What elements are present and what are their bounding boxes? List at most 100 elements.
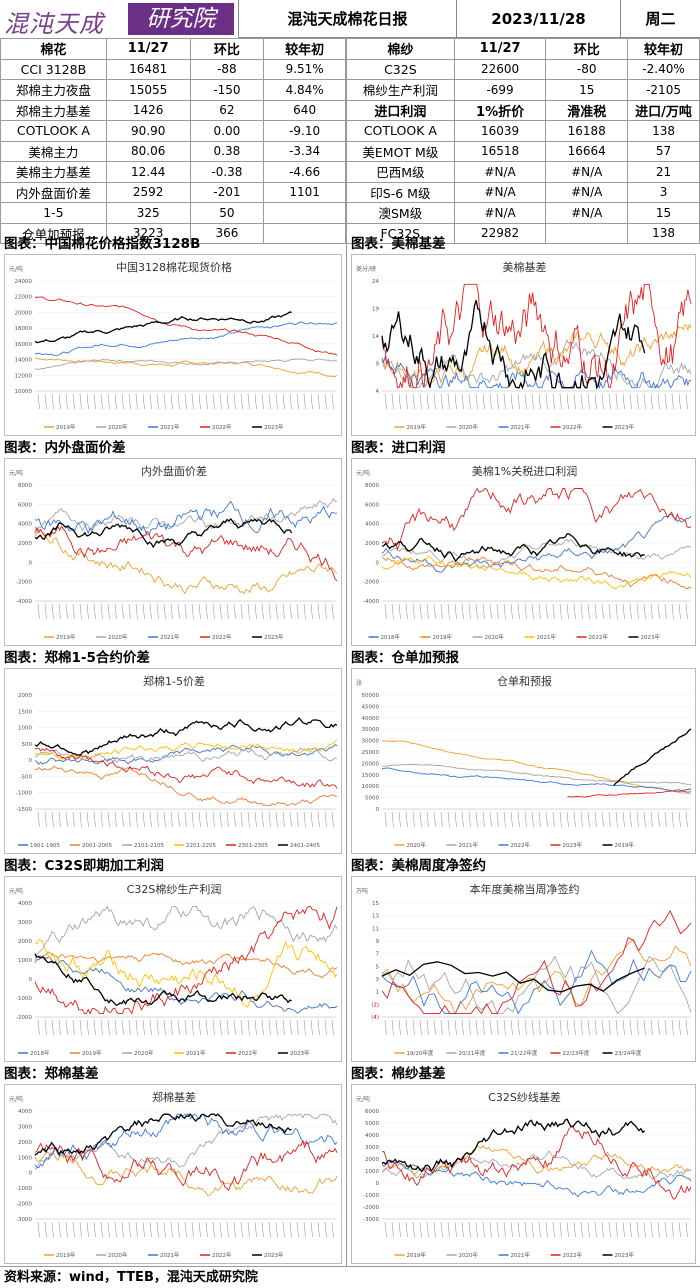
x-tick-mark — [538, 603, 541, 620]
x-tick-mark — [433, 1221, 436, 1238]
x-tick-mark — [580, 393, 583, 410]
x-tick-mark — [170, 603, 173, 620]
table-cell: 0.38 — [189, 140, 265, 162]
table-cell: -2105 — [627, 79, 700, 101]
chart-panel: 仓单和预报张 50000 45000 40000 35000 30000 25000 2000… — [351, 668, 696, 854]
x-tick-mark — [475, 1019, 478, 1036]
y-tick-label: 30000 — [362, 739, 380, 745]
x-tick-mark — [447, 811, 450, 828]
y-tick-label: 16000 — [15, 342, 33, 348]
x-tick-mark — [177, 603, 180, 620]
chart-title: C32S纱线基差 — [488, 1090, 561, 1104]
legend-label: 21/22年度 — [511, 1049, 538, 1057]
legend-label: 2019年 — [407, 423, 427, 431]
y-tick-label: -3000 — [363, 1217, 379, 1223]
x-tick-mark — [440, 1221, 443, 1238]
table-header-cell: 环比 — [189, 38, 265, 60]
x-tick-mark — [559, 811, 562, 828]
table-header-row: 棉花 11/27 环比 较年初 — [0, 38, 346, 60]
chart-unit: 元/吨 — [356, 469, 370, 477]
y-tick-label: -500 — [20, 774, 33, 780]
table-row: 棉纱生产利润 -699 15 -2105 — [346, 79, 700, 101]
x-tick-mark — [496, 393, 499, 410]
x-tick-mark — [594, 393, 597, 410]
yarn-table: 棉纱 11/27 环比 较年初 C32S 22600 -80 -2.40% 棉纱生产利润 -699… — [346, 38, 700, 244]
x-tick-mark — [170, 1221, 173, 1238]
x-tick-mark — [114, 1221, 117, 1238]
x-tick-mark — [573, 811, 576, 828]
x-tick-mark — [128, 1221, 131, 1238]
x-tick-mark — [317, 1019, 320, 1036]
legend-label: 2020年 — [407, 841, 427, 849]
chart-svg: 郑棉基差 元/吨 4000 3000 2000 1000 0 -1000 -2000 -3000 2… — [9, 1090, 338, 1259]
legend-label: 2021年 — [160, 1251, 180, 1259]
table-header-cell: 滑准税 — [545, 99, 629, 121]
y-tick-label: 3000 — [18, 1124, 32, 1130]
series-line — [381, 338, 692, 389]
x-tick-mark — [37, 603, 40, 620]
x-tick-mark — [517, 603, 520, 620]
x-tick-mark — [636, 1221, 639, 1238]
x-tick-mark — [226, 1019, 229, 1036]
x-tick-mark — [608, 1221, 611, 1238]
table-cell: 16481 — [105, 58, 191, 80]
table-row: 澳SM级 #N/A #N/A 15 — [346, 202, 700, 224]
legend-label: 2001-2005 — [82, 843, 112, 849]
x-tick-mark — [510, 393, 513, 410]
x-tick-mark — [142, 811, 145, 828]
x-tick-mark — [433, 393, 436, 410]
chart-svg: 美棉1%关税进口利润 元/吨 8000 6000 4000 2000 0 -2000 -4000… — [356, 464, 692, 641]
y-tick-label: 24000 — [15, 279, 33, 285]
x-tick-mark — [629, 1019, 632, 1036]
x-tick-mark — [282, 811, 285, 828]
series-line — [34, 905, 338, 1015]
x-tick-mark — [489, 1221, 492, 1238]
y-tick-label: 10000 — [15, 389, 33, 395]
table-cell: 366 — [189, 222, 265, 244]
section-label: 图表：中国棉花价格指数3128B — [4, 236, 201, 252]
legend-label: 2018年 — [30, 1049, 50, 1057]
x-tick-mark — [317, 1221, 320, 1238]
x-tick-mark — [219, 393, 222, 410]
x-tick-mark — [475, 1221, 478, 1238]
y-tick-label: 4000 — [18, 1109, 32, 1115]
x-tick-mark — [629, 393, 632, 410]
x-tick-mark — [184, 811, 187, 828]
y-tick-label: (4) — [371, 1015, 379, 1021]
x-tick-mark — [107, 603, 110, 620]
x-tick-mark — [142, 393, 145, 410]
y-tick-label: 6000 — [365, 1109, 379, 1115]
y-tick-label: 0 — [376, 560, 380, 566]
series-line — [382, 740, 692, 795]
chart-panel: 郑棉基差 元/吨 4000 3000 2000 1000 0 -1000 -2000 -3000 2… — [4, 1084, 342, 1264]
x-tick-mark — [685, 811, 688, 828]
x-tick-mark — [135, 1019, 138, 1036]
legend-label: 2021年 — [511, 1251, 531, 1259]
table-cell: 22600 — [453, 58, 547, 80]
chart-unit: 元/吨 — [356, 1095, 370, 1103]
legend-label: 2021年 — [160, 423, 180, 431]
table-header-row: 棉纱 11/27 环比 较年初 — [346, 38, 700, 60]
x-tick-mark — [615, 603, 618, 620]
x-tick-mark — [324, 393, 327, 410]
series-line — [34, 955, 338, 1014]
x-tick-mark — [545, 603, 548, 620]
series-line — [381, 938, 692, 1015]
table-cell: 90.90 — [105, 120, 191, 142]
x-tick-mark — [629, 811, 632, 828]
x-tick-mark — [440, 811, 443, 828]
x-tick-mark — [324, 1221, 327, 1238]
x-tick-mark — [261, 1221, 264, 1238]
series-line — [381, 283, 692, 389]
x-tick-mark — [86, 1221, 89, 1238]
x-tick-mark — [156, 603, 159, 620]
x-tick-mark — [254, 1221, 257, 1238]
x-tick-mark — [384, 1019, 387, 1036]
x-tick-mark — [212, 393, 215, 410]
x-tick-mark — [156, 1221, 159, 1238]
x-tick-mark — [587, 1221, 590, 1238]
x-tick-mark — [184, 393, 187, 410]
y-tick-label: 0 — [29, 977, 33, 983]
legend-label: 19/20年度 — [407, 1049, 434, 1057]
table-cell: 16664 — [545, 140, 629, 162]
